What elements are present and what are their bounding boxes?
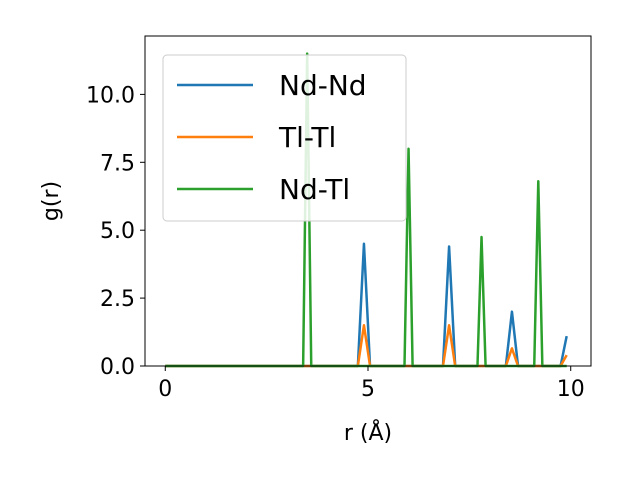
- y-axis-ticks: 0.0 2.5 5.0 7.5 10.0: [86, 83, 145, 380]
- legend-label-tl-tl: Tl-Tl: [278, 121, 336, 154]
- y-tick-label: 2.5: [100, 287, 135, 312]
- x-tick-label: 0: [158, 377, 172, 402]
- series-line-nd-nd: [165, 242, 568, 368]
- x-tick-label: 10: [557, 377, 585, 402]
- legend-label-nd-tl: Nd-Tl: [279, 173, 350, 206]
- legend-box: [162, 54, 407, 222]
- x-axis-ticks: 0 5 10: [158, 366, 585, 402]
- y-tick-label: 10.0: [86, 83, 135, 108]
- y-tick-label: 5.0: [100, 219, 135, 244]
- y-tick-label: 0.0: [100, 355, 135, 380]
- x-tick-label: 5: [361, 377, 375, 402]
- y-tick-label: 7.5: [100, 151, 135, 176]
- x-axis-label: r (Å): [344, 419, 392, 446]
- y-axis-label: g(r): [39, 181, 64, 221]
- legend-label-nd-nd: Nd-Nd: [279, 69, 367, 102]
- legend: Nd-Nd Tl-Tl Nd-Tl: [162, 54, 407, 222]
